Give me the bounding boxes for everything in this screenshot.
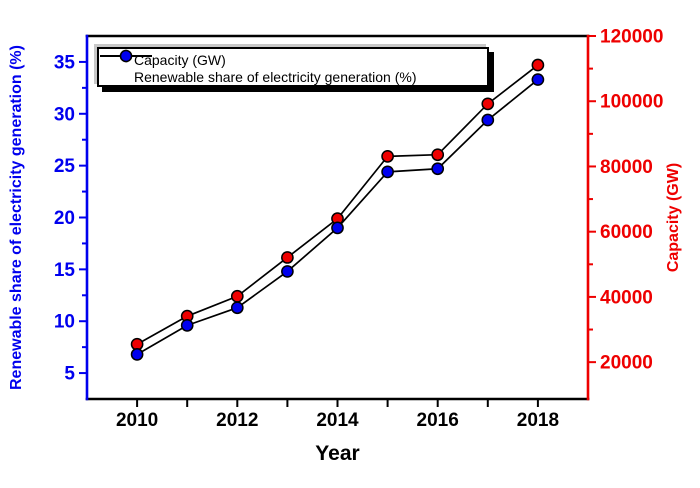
legend-marker-renewable-share-icon: [100, 49, 152, 63]
data-point-marker-0: [431, 148, 445, 162]
data-point-marker-1: [381, 165, 394, 179]
right-tick-label: 100000: [600, 92, 663, 113]
data-point-marker-1: [281, 265, 294, 278]
x-tick-label: 2012: [216, 410, 258, 431]
legend-label-capacity: Capacity (GW): [134, 51, 226, 68]
series-line-0: [136, 64, 539, 345]
x-tick-label: 2014: [316, 410, 359, 431]
data-point-marker-1: [331, 221, 344, 235]
data-point-marker-0: [281, 251, 294, 264]
right-axis-title: Capacity (GW): [665, 163, 682, 272]
data-point-marker-1: [481, 113, 495, 127]
data-point-marker-0: [230, 289, 244, 303]
left-tick-label: 30: [54, 104, 75, 125]
data-point-marker-0: [381, 149, 394, 163]
left-tick-label: 15: [54, 260, 76, 281]
data-point-marker-1: [180, 319, 194, 332]
right-tick-label: 80000: [600, 157, 653, 178]
right-tick-label: 60000: [600, 222, 653, 243]
data-point-marker-1: [431, 162, 445, 176]
left-tick-label: 20: [54, 208, 75, 229]
left-axis-title: Renewable share of electricity generatio…: [8, 45, 25, 390]
x-tick-label: 2016: [417, 410, 459, 431]
x-tick-label: 2010: [116, 410, 158, 431]
data-point-marker-1: [130, 348, 144, 361]
legend-entry-capacity: Capacity (GW): [99, 49, 487, 68]
plot-dynamic-layer: 2010 2012 2014 2016 2018 5 10 15 20 25 30 35 20000 40…: [54, 27, 664, 432]
left-tick-label: 35: [54, 52, 76, 73]
chart-legend: Capacity (GW) Renewable share of electri…: [97, 47, 489, 87]
x-tick-label: 2018: [517, 410, 559, 431]
data-point-marker-0: [481, 97, 495, 111]
right-tick-label: 20000: [600, 353, 653, 374]
legend-entry-renewable-share: Renewable share of electricity generatio…: [99, 49, 487, 85]
x-axis-title: Year: [315, 442, 359, 465]
legend-label-renewable-share: Renewable share of electricity generatio…: [134, 68, 417, 85]
left-tick-label: 25: [54, 156, 76, 177]
right-tick-label: 120000: [600, 27, 663, 48]
left-tick-label: 5: [64, 364, 75, 385]
data-point-marker-1: [230, 301, 244, 315]
left-tick-label: 10: [54, 312, 75, 333]
right-tick-label: 40000: [600, 287, 653, 308]
data-point-marker-1: [531, 73, 545, 86]
data-point-marker-0: [531, 58, 545, 72]
